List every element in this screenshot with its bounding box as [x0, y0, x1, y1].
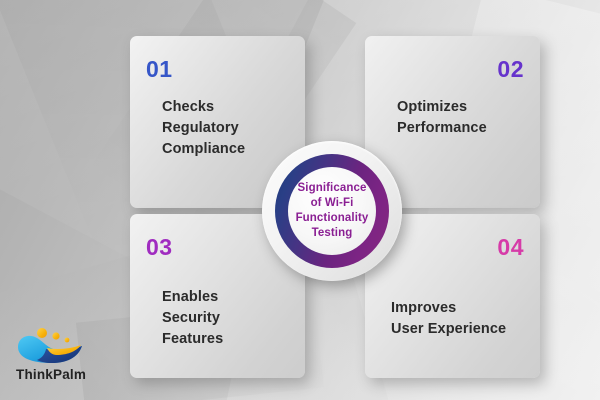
card-number-03: 03 — [146, 234, 173, 260]
card-label-03: Enables Security Features — [162, 289, 224, 347]
info-card-02: 02 Optimizes Performance — [365, 36, 540, 208]
card-label-02: Optimizes Performance — [397, 99, 487, 136]
info-card-03-inner: 03 Enables Security Features — [130, 214, 305, 378]
thinkpalm-logo-icon — [18, 328, 82, 363]
brand-logo: ThinkPalm — [16, 325, 108, 382]
center-hub: Significance of Wi-Fi Functionality Test… — [262, 141, 402, 281]
center-hub-ring: Significance of Wi-Fi Functionality Test… — [275, 154, 389, 268]
center-hub-title: Significance of Wi-Fi Functionality Test… — [295, 182, 369, 239]
info-card-02-inner: 02 Optimizes Performance — [365, 36, 540, 208]
card-label-01: Checks Regulatory Compliance — [162, 99, 246, 157]
center-hub-core: Significance of Wi-Fi Functionality Test… — [288, 167, 376, 255]
card-number-01: 01 — [146, 56, 173, 82]
card-number-02: 02 — [497, 56, 524, 82]
info-card-03: 03 Enables Security Features — [130, 214, 305, 378]
card-label-04: Improves User Experience — [391, 300, 507, 337]
brand-logo-text: ThinkPalm — [16, 367, 87, 382]
info-card-01-inner: 01 Checks Regulatory Compliance — [130, 36, 305, 208]
card-number-04: 04 — [497, 234, 524, 260]
info-card-04-inner: 04 Improves User Experience — [365, 214, 540, 378]
info-card-01: 01 Checks Regulatory Compliance — [130, 36, 305, 208]
